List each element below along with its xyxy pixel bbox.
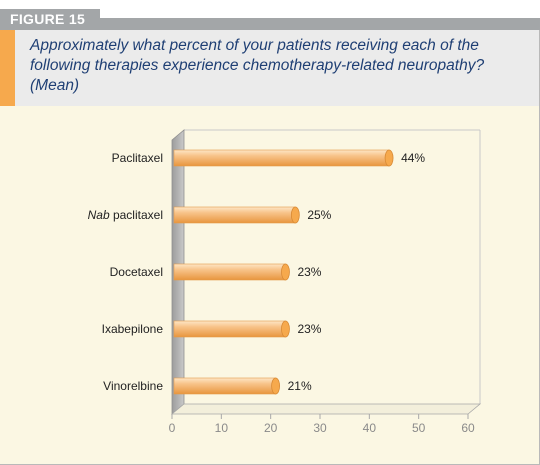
bar-value-label: 23% (297, 265, 321, 279)
category-label: Ixabepilone (102, 322, 164, 336)
x-tick-label: 10 (215, 421, 229, 435)
x-tick-label: 30 (313, 421, 327, 435)
header-rule (100, 18, 540, 30)
category-label: Paclitaxel (112, 151, 163, 165)
category-label: Nab paclitaxel (88, 208, 163, 222)
bar (173, 263, 286, 281)
bar-value-label: 21% (288, 379, 312, 393)
figure-label: FIGURE 15 (0, 9, 100, 30)
x-tick-label: 50 (412, 421, 426, 435)
bar-value-label: 25% (307, 208, 331, 222)
floor (170, 403, 482, 415)
bar-value-label: 44% (401, 151, 425, 165)
category-label: Vinorelbine (103, 379, 163, 393)
bar-end-cap (384, 149, 394, 167)
bar-end-cap (290, 206, 300, 224)
bar (173, 320, 286, 338)
question-box (0, 30, 540, 106)
bar-end-cap (271, 377, 281, 395)
x-tick-label: 60 (461, 421, 475, 435)
x-tick-label: 20 (264, 421, 278, 435)
x-tick-label: 40 (363, 421, 377, 435)
category-label: Docetaxel (110, 265, 163, 279)
x-tick-label: 0 (169, 421, 176, 435)
question-text: Approximately what percent of your patie… (30, 37, 485, 94)
bar-end-cap (281, 320, 290, 338)
bar-end-cap (281, 263, 290, 281)
question-accent-bar (0, 30, 15, 106)
bar-value-label: 23% (297, 322, 321, 336)
bar (173, 149, 390, 167)
bar (173, 377, 276, 395)
bar (173, 206, 296, 224)
